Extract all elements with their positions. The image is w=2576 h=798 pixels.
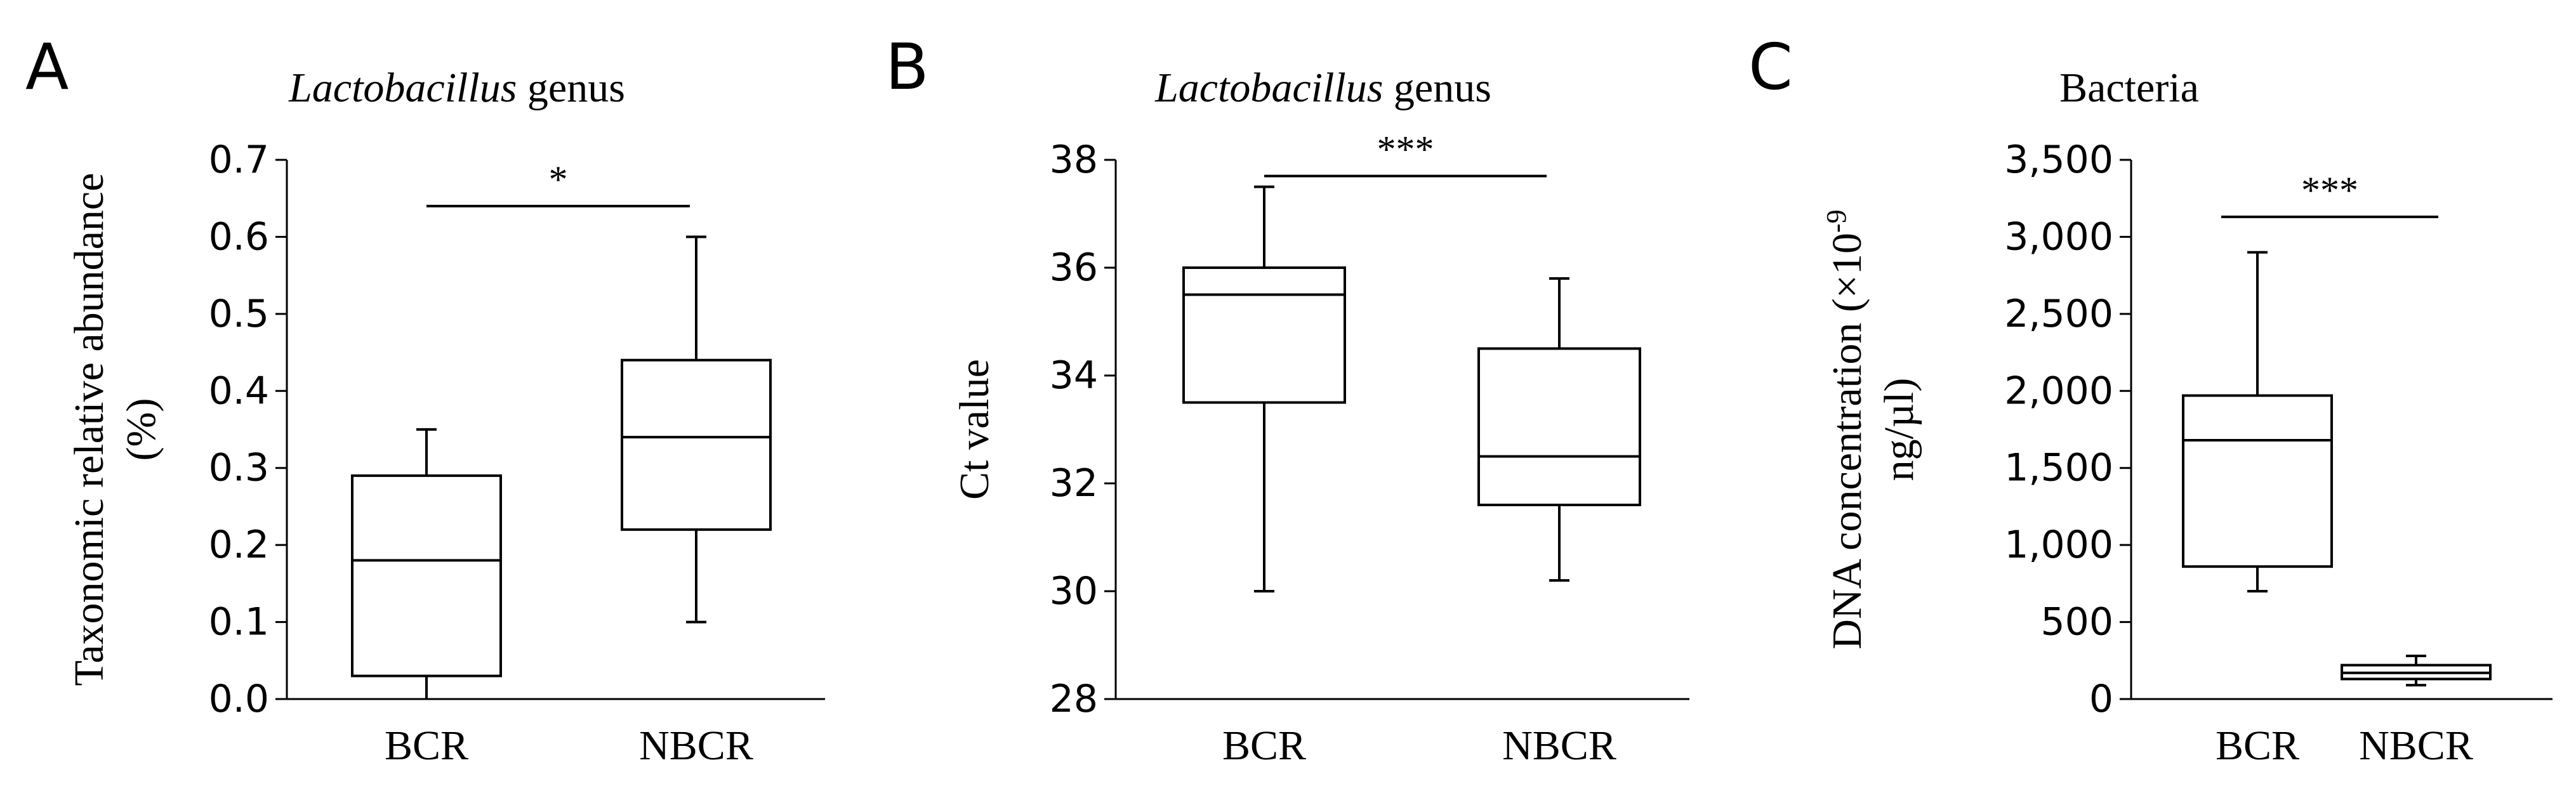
panel-letter: B [885, 30, 929, 104]
y-axis-label-line: Ct value [951, 359, 998, 500]
box-iqr [1477, 347, 1641, 506]
y-tick-label: 0.1 [209, 600, 269, 644]
y-tick-label: 0.4 [209, 369, 269, 413]
y-tick-label: 0.3 [209, 446, 269, 490]
box-nbcr [1477, 277, 1641, 582]
box-iqr [1182, 266, 1346, 404]
box-nbcr [621, 235, 772, 624]
y-tick-label: 2,000 [2004, 369, 2113, 413]
y-tick-label: 0.7 [209, 138, 269, 182]
y-tick-label: 0.0 [209, 677, 269, 721]
x-category-label: BCR [1222, 723, 1306, 769]
y-axis-label-superscript: -9 [1821, 209, 1852, 233]
panel-letter: A [25, 30, 69, 104]
box-nbcr [2341, 655, 2492, 687]
box-bcr [2182, 251, 2333, 592]
box-iqr [621, 358, 772, 531]
y-axis-label-line: Taxonomic relative abundance [66, 173, 112, 686]
y-axis-label-line: DNA concentration (×10-9 [1821, 209, 1871, 649]
box-bcr [1182, 185, 1346, 592]
chart-title-rest: Bacteria [2059, 65, 2199, 111]
y-tick-label: 0.6 [209, 214, 269, 259]
y-tick-label: 0.2 [209, 523, 269, 567]
panel-a: A Lactobacillus genus 0.0 0.1 0.2 0.3 0.4 0.5 0.… [25, 30, 825, 769]
y-tick-label: 3,000 [2004, 214, 2113, 259]
y-axis-label: Taxonomic relative abundance (%) [66, 173, 164, 686]
y-tick-label: 1,500 [2004, 446, 2113, 490]
y-tick-label: 500 [2040, 600, 2113, 644]
significance-label: *** [1377, 129, 1434, 171]
y-tick-label: 2,500 [2004, 292, 2113, 336]
chart-title-rest: genus [1383, 65, 1491, 111]
panel-b: B Lactobacillus genus 28 30 32 34 36 38 Ct value… [885, 30, 1689, 769]
x-category-label: NBCR [639, 723, 753, 769]
box-bcr [351, 428, 502, 699]
y-tick-label: 1,000 [2004, 523, 2113, 567]
box-iqr [351, 474, 502, 677]
panel-letter: C [1748, 30, 1793, 104]
y-tick-label: 0 [2089, 677, 2113, 721]
y-tick-label: 28 [1050, 677, 1098, 721]
box-iqr [2182, 394, 2333, 568]
significance-label: * [549, 159, 568, 200]
y-tick-label: 0.5 [209, 292, 269, 336]
x-category-label: BCR [2216, 723, 2299, 769]
x-category-label: NBCR [1502, 723, 1616, 769]
y-axis-label-line: ng/µl) [1876, 378, 1922, 481]
chart-title-italic: Lactobacillus [288, 65, 517, 111]
y-axis-label: DNA concentration (×10-9ng/µl) [1821, 209, 1923, 649]
chart-title-rest: genus [517, 65, 624, 111]
y-tick-label: 34 [1050, 353, 1098, 398]
y-tick-label: 3,500 [2004, 138, 2113, 182]
y-tick-label: 36 [1050, 245, 1098, 290]
chart-title: Lactobacillus genus [1154, 65, 1491, 111]
y-axis-label-line: (%) [118, 398, 164, 461]
x-category-label: BCR [385, 723, 468, 769]
panel-c: C Bacteria 0 500 1,000 1,500 2,000 2,500 3,000 3,… [1748, 30, 2553, 769]
chart-title-italic: Lactobacillus [1154, 65, 1383, 111]
y-tick-label: 38 [1050, 138, 1098, 182]
significance-label: *** [2301, 169, 2358, 211]
chart-title: Lactobacillus genus [288, 65, 625, 111]
y-tick-label: 32 [1050, 461, 1098, 506]
chart-title: Bacteria [2059, 65, 2199, 111]
y-axis-label: Ct value [951, 359, 998, 500]
y-tick-label: 30 [1050, 569, 1098, 613]
x-category-label: NBCR [2359, 723, 2473, 769]
